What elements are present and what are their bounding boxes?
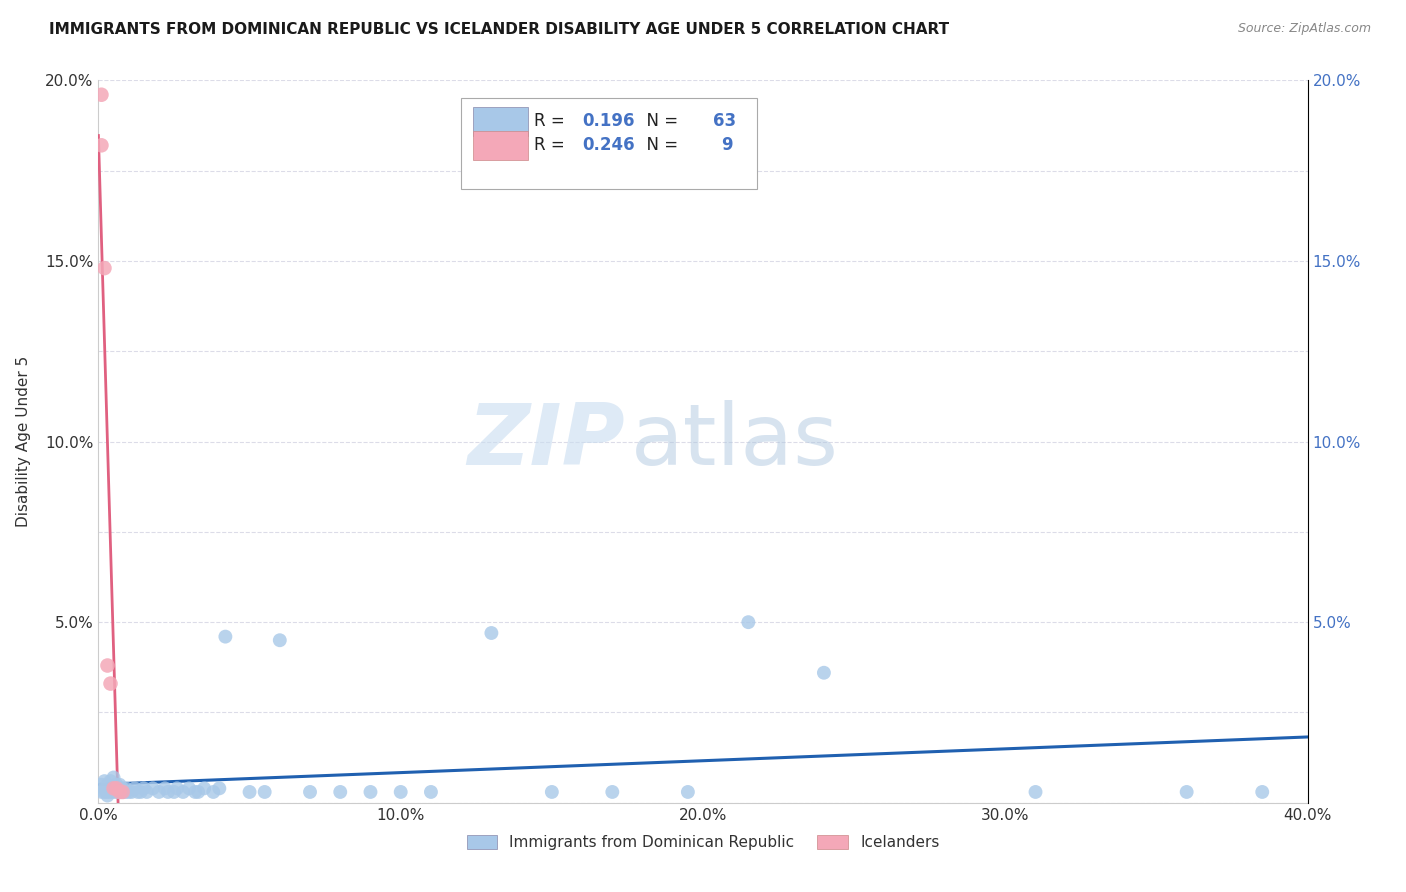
Point (208, 781, 231, 796)
Point (132, 781, 155, 796)
Point (93, 785, 115, 799)
Point (602, 785, 624, 799)
Point (90, 138, 112, 153)
FancyBboxPatch shape (461, 98, 758, 189)
Point (179, 781, 201, 796)
Point (118, 785, 141, 799)
Point (127, 785, 149, 799)
Text: 9: 9 (721, 136, 733, 154)
Point (93, 261, 115, 276)
Point (156, 785, 179, 799)
Text: 63: 63 (713, 112, 735, 130)
Point (90, 785, 112, 799)
Point (360, 785, 382, 799)
Point (540, 785, 562, 799)
Point (299, 785, 322, 799)
Text: IMMIGRANTS FROM DOMINICAN REPUBLIC VS ICELANDER DISABILITY AGE UNDER 5 CORRELATI: IMMIGRANTS FROM DOMINICAN REPUBLIC VS IC… (49, 22, 949, 37)
Point (100, 774, 122, 789)
Point (103, 785, 125, 799)
Point (103, 781, 125, 796)
Point (202, 785, 225, 799)
Point (108, 785, 131, 799)
Point (100, 676, 122, 690)
Point (93, 774, 115, 789)
Point (90, 87, 112, 102)
Point (676, 785, 699, 799)
Point (187, 785, 209, 799)
Point (124, 781, 146, 796)
Point (103, 781, 125, 796)
Point (214, 630, 236, 644)
Text: N =: N = (637, 136, 683, 154)
Point (96, 658, 118, 673)
Point (148, 785, 170, 799)
Point (96, 778, 118, 792)
Point (166, 781, 188, 796)
Point (153, 781, 176, 796)
Text: 0.246: 0.246 (582, 136, 634, 154)
Point (96, 789, 118, 803)
Text: Source: ZipAtlas.com: Source: ZipAtlas.com (1237, 22, 1371, 36)
Text: 0.196: 0.196 (582, 112, 634, 130)
FancyBboxPatch shape (474, 131, 527, 160)
Point (129, 785, 152, 799)
Point (93, 781, 115, 796)
Text: atlas: atlas (630, 400, 838, 483)
Point (96, 781, 118, 796)
Text: N =: N = (637, 112, 683, 130)
Point (253, 785, 276, 799)
Point (329, 785, 352, 799)
Point (1251, 785, 1274, 799)
Point (90, 778, 112, 792)
Point (105, 781, 128, 796)
Point (737, 615, 759, 630)
Point (184, 785, 207, 799)
Point (105, 778, 128, 792)
Point (1024, 785, 1046, 799)
Y-axis label: Disability Age Under 5: Disability Age Under 5 (17, 356, 31, 527)
Point (193, 781, 215, 796)
Point (142, 781, 165, 796)
Text: ZIP: ZIP (467, 400, 624, 483)
Point (1175, 785, 1198, 799)
Point (481, 626, 503, 640)
Point (114, 781, 136, 796)
Text: R =: R = (534, 112, 569, 130)
Point (108, 785, 131, 799)
Point (105, 781, 128, 796)
Point (114, 785, 136, 799)
Point (813, 665, 835, 680)
Point (108, 778, 131, 792)
Point (389, 785, 412, 799)
Point (100, 785, 122, 799)
Point (100, 781, 122, 796)
Point (163, 785, 186, 799)
Point (135, 785, 157, 799)
Point (420, 785, 443, 799)
FancyBboxPatch shape (474, 107, 527, 136)
Point (108, 781, 131, 796)
Text: R =: R = (534, 136, 569, 154)
Point (269, 633, 291, 648)
Point (103, 771, 125, 785)
Point (121, 785, 143, 799)
Point (239, 785, 262, 799)
Legend: Immigrants from Dominican Republic, Icelanders: Immigrants from Dominican Republic, Icel… (460, 830, 946, 856)
Point (111, 781, 134, 796)
Point (111, 785, 134, 799)
Point (96, 785, 118, 799)
Point (172, 785, 194, 799)
Point (105, 785, 128, 799)
Point (111, 785, 134, 799)
